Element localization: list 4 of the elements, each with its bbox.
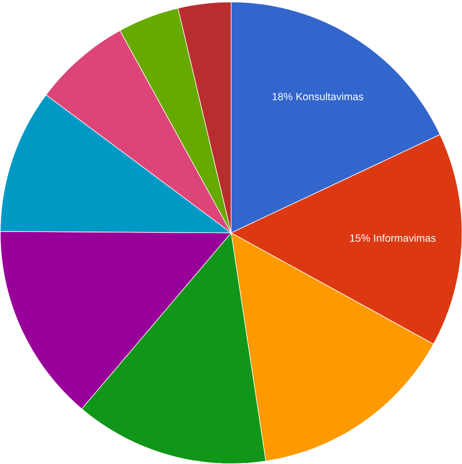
slice-label: Informavimas bbox=[374, 234, 436, 242]
slice-label: Konsultavimas bbox=[296, 92, 364, 100]
data-label: 18% bbox=[272, 92, 292, 100]
data-label: 15% bbox=[350, 234, 370, 242]
